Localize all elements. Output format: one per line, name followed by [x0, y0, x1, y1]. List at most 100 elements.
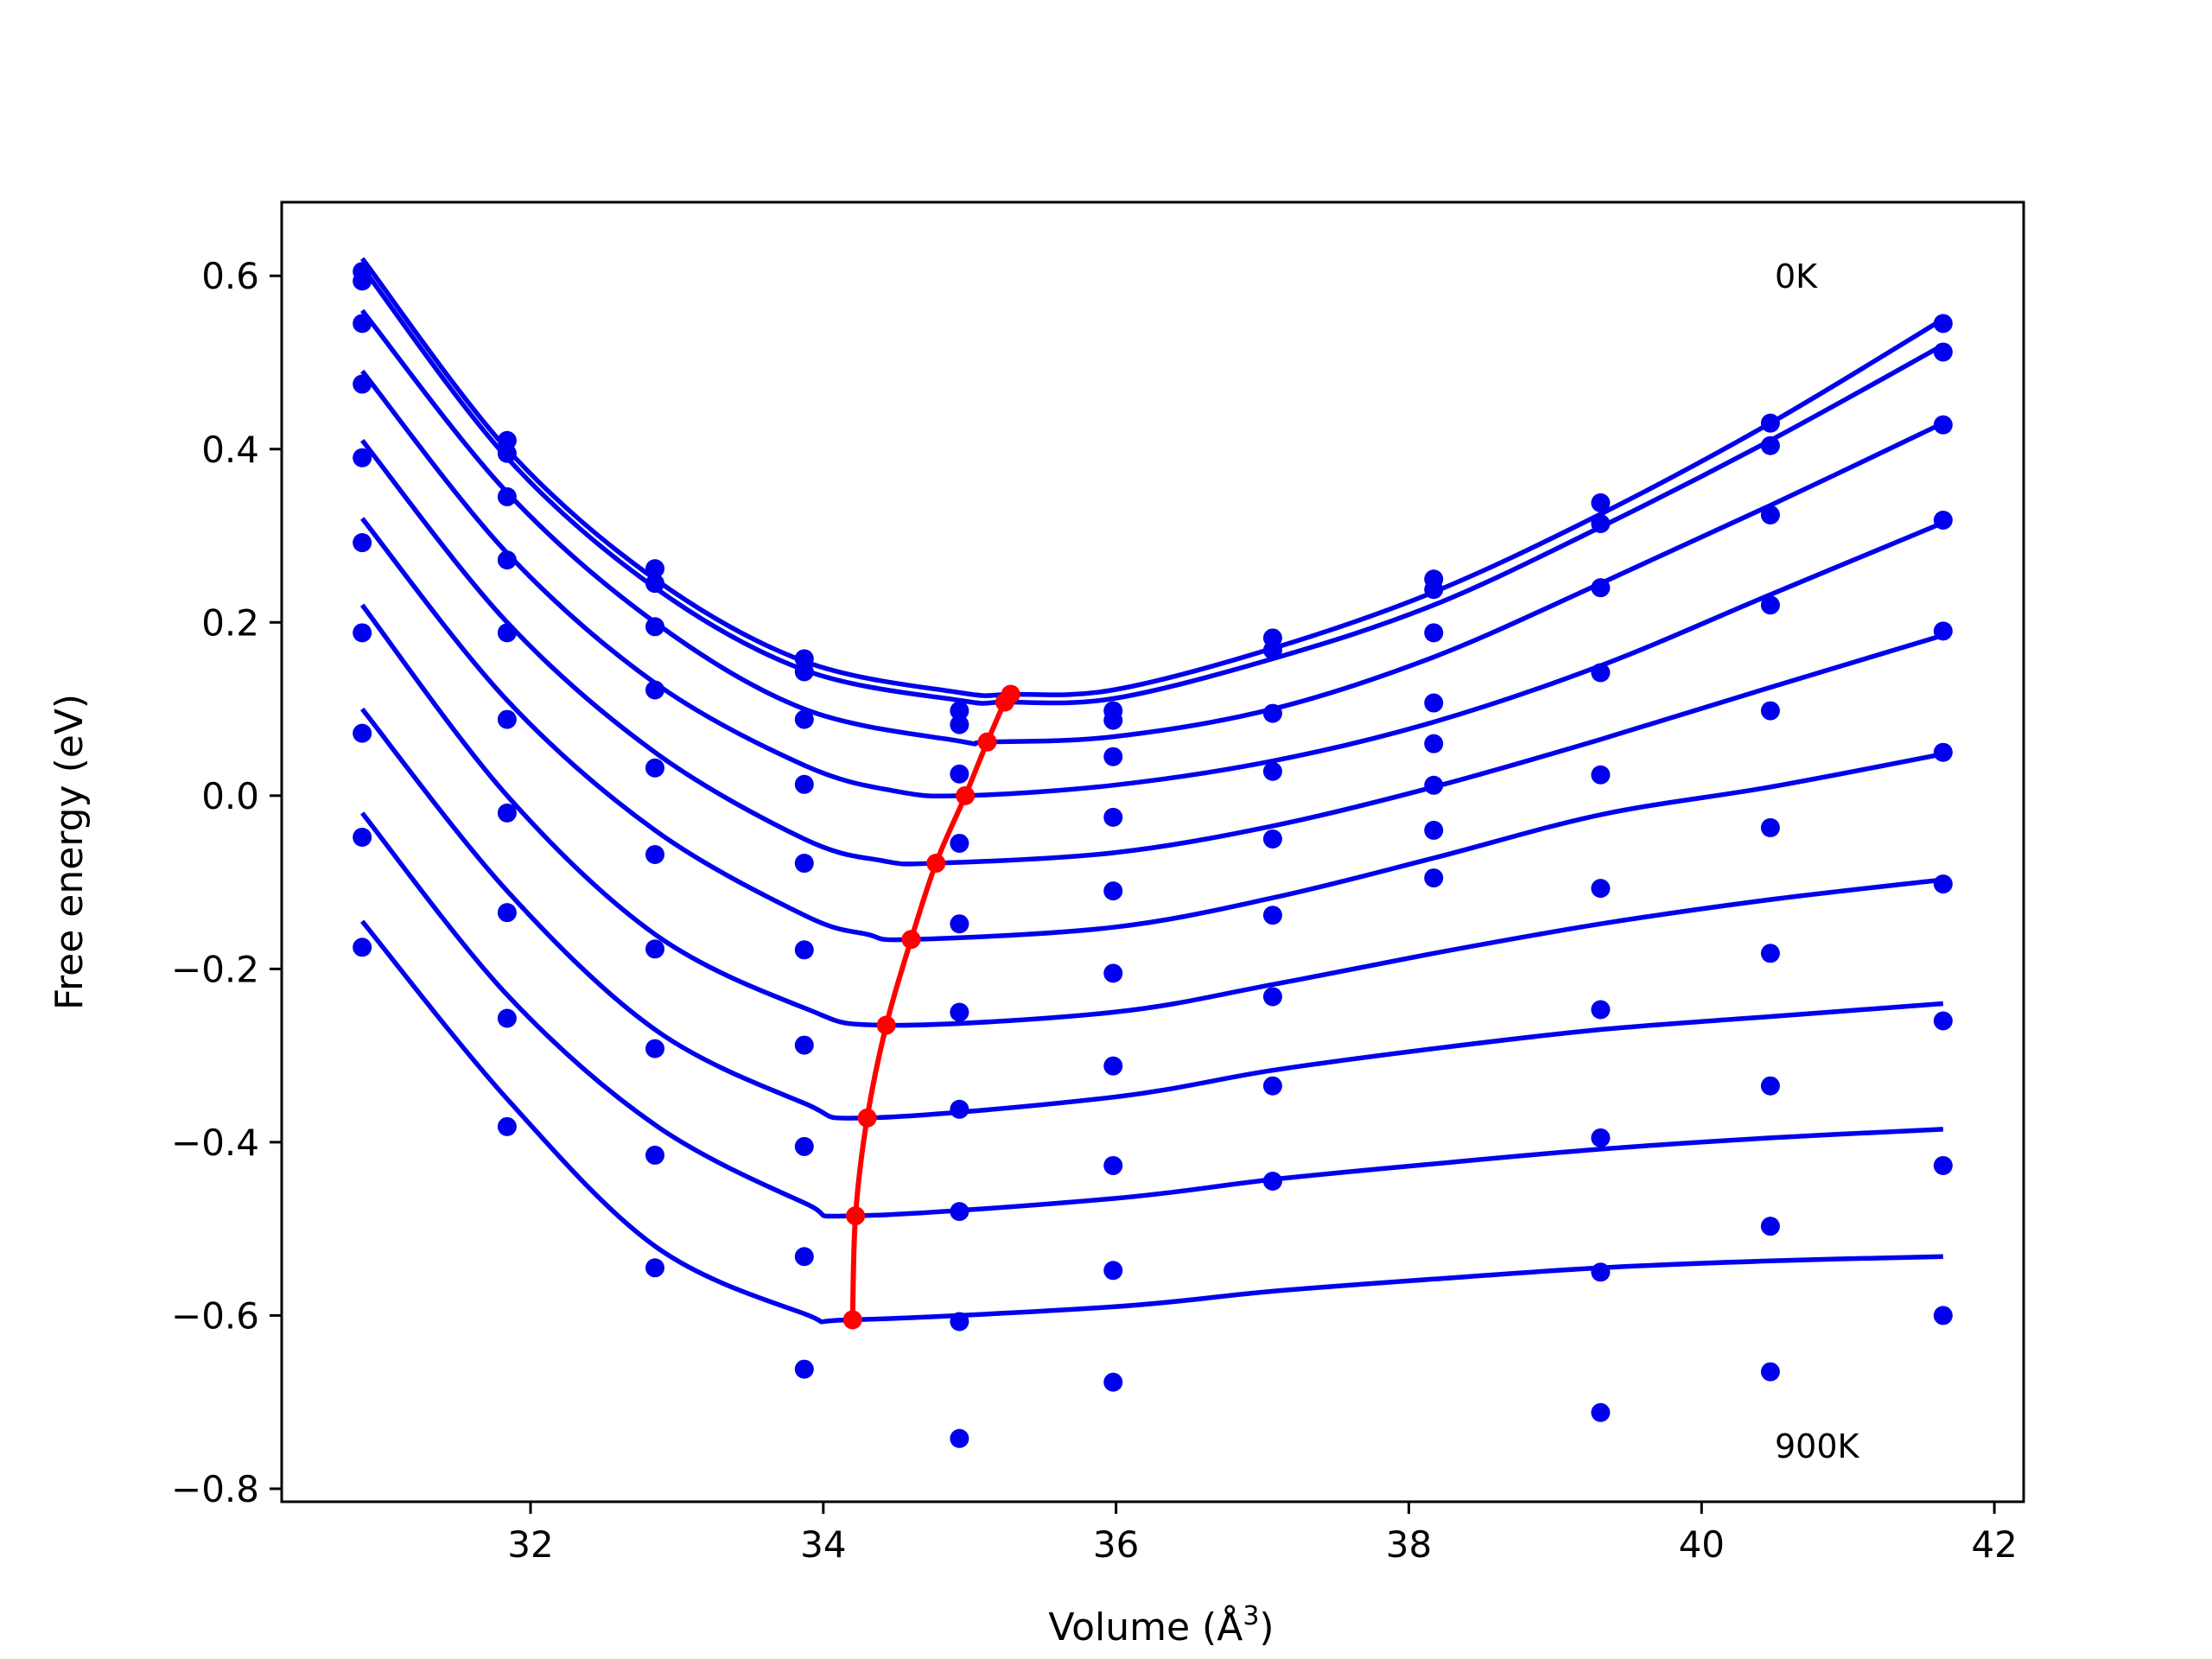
- data-point: [1424, 775, 1444, 795]
- data-point: [1262, 761, 1282, 781]
- minimum-point: [842, 1310, 862, 1330]
- x-tick-label: 42: [1971, 1523, 2017, 1566]
- minimum-point: [926, 854, 946, 874]
- data-point: [1591, 1000, 1611, 1020]
- y-tick-label: −0.6: [171, 1294, 259, 1337]
- data-point: [1103, 963, 1123, 983]
- data-point: [497, 709, 517, 729]
- x-axis-title: Volume (Å3): [1048, 1601, 1274, 1649]
- data-point: [950, 764, 969, 784]
- data-point: [950, 1202, 969, 1222]
- data-point: [1760, 1076, 1780, 1096]
- data-point: [1591, 1128, 1611, 1147]
- fit-curve-9: [360, 919, 1943, 1325]
- data-point: [645, 758, 664, 778]
- data-point: [1591, 765, 1611, 785]
- data-point: [1760, 435, 1780, 455]
- data-point: [1262, 640, 1282, 660]
- data-point: [497, 1116, 517, 1136]
- data-point: [497, 550, 517, 570]
- data-point: [1760, 505, 1780, 524]
- fit-curve-6: [360, 603, 1944, 1028]
- data-point: [950, 833, 969, 853]
- x-axis-title-main: Volume (Å: [1048, 1604, 1243, 1649]
- data-point: [794, 854, 814, 874]
- data-point: [1760, 701, 1780, 721]
- data-point: [353, 533, 372, 553]
- data-point: [1103, 710, 1123, 730]
- data-point: [1933, 742, 1953, 762]
- data-point: [497, 1008, 517, 1028]
- data-point: [497, 443, 517, 463]
- data-point: [645, 574, 664, 594]
- y-tick-label: 0.4: [201, 429, 259, 471]
- axes-frame: [280, 200, 2025, 1503]
- data-point: [950, 1312, 969, 1332]
- axis-ticks: 32 34 36 38 40 42 −0.8 −0.6 −0.4 −0.2 0.0 0.2 0.4 0.6: [171, 255, 2018, 1566]
- data-point: [794, 1247, 814, 1267]
- data-point: [1933, 1155, 1953, 1175]
- data-point: [1933, 1011, 1953, 1031]
- minimum-point: [995, 692, 1014, 712]
- y-tick-label: −0.8: [171, 1468, 259, 1510]
- minimum-point: [956, 785, 976, 805]
- data-point: [1760, 817, 1780, 837]
- x-tick-label: 38: [1386, 1523, 1432, 1566]
- data-point: [1933, 874, 1953, 894]
- fit-curve-3: [360, 369, 1944, 799]
- data-point: [353, 374, 372, 394]
- minimum-point: [857, 1108, 877, 1128]
- data-point: [1103, 1261, 1123, 1281]
- data-point: [794, 649, 814, 669]
- data-point: [1103, 807, 1123, 827]
- data-point: [1262, 1172, 1282, 1192]
- data-point: [353, 723, 372, 743]
- data-point: [1760, 1217, 1780, 1236]
- data-point: [950, 1002, 969, 1022]
- data-point: [1424, 693, 1444, 713]
- y-tick-label: −0.2: [171, 948, 259, 990]
- y-tick-label: −0.4: [171, 1122, 259, 1164]
- data-point: [794, 709, 814, 729]
- data-point: [1760, 944, 1780, 963]
- data-point: [794, 774, 814, 794]
- data-point: [1760, 595, 1780, 615]
- data-point: [1424, 820, 1444, 840]
- data-point: [1933, 415, 1953, 435]
- plot-area: [353, 257, 1953, 1448]
- data-point: [1760, 1362, 1780, 1382]
- data-point: [1591, 578, 1611, 598]
- data-point: [1103, 1056, 1123, 1076]
- data-point: [794, 1359, 814, 1379]
- data-point: [1424, 734, 1444, 753]
- minimum-point: [901, 930, 921, 950]
- data-point: [497, 903, 517, 923]
- data-point: [645, 680, 664, 700]
- data-point: [1591, 879, 1611, 899]
- data-point: [1424, 623, 1444, 643]
- data-point: [1262, 987, 1282, 1007]
- fit-curve-5: [360, 517, 1944, 943]
- data-point: [353, 827, 372, 847]
- data-point: [1262, 703, 1282, 723]
- data-point: [1591, 513, 1611, 533]
- data-point: [1591, 493, 1611, 512]
- data-point: [645, 939, 664, 959]
- minimum-point: [876, 1015, 896, 1035]
- data-point: [1591, 1262, 1611, 1282]
- data-point: [1591, 1402, 1611, 1422]
- fit-curve-1: [360, 265, 1945, 706]
- y-tick-label: 0.0: [201, 775, 259, 817]
- x-tick-label: 40: [1679, 1523, 1725, 1566]
- data-point: [1103, 881, 1123, 901]
- data-point: [497, 430, 517, 450]
- data-point: [1103, 1155, 1123, 1175]
- x-axis-title-superscript: 3: [1243, 1601, 1259, 1631]
- data-point: [645, 559, 664, 579]
- y-axis-title: Free energy (eV): [48, 694, 92, 1010]
- data-point: [1262, 906, 1282, 925]
- data-point: [353, 623, 372, 643]
- data-point: [353, 938, 372, 957]
